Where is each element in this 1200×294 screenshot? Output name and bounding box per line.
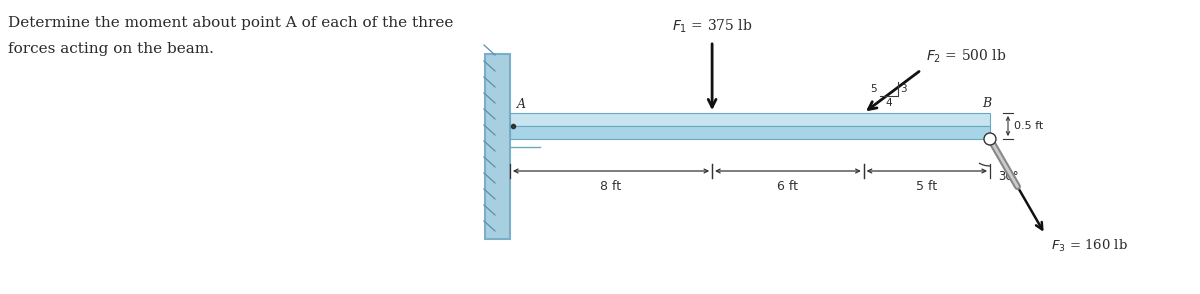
Text: 30°: 30° (998, 170, 1019, 183)
Circle shape (984, 133, 996, 145)
Bar (510, 113, 990, 126)
Text: $F_3$ = 160 lb: $F_3$ = 160 lb (1051, 238, 1128, 254)
Text: 4: 4 (886, 98, 892, 108)
Text: 6 ft: 6 ft (778, 180, 798, 193)
Bar (485, 54, 510, 239)
Bar (510, 126, 990, 139)
Text: 8 ft: 8 ft (600, 180, 622, 193)
Text: forces acting on the beam.: forces acting on the beam. (8, 42, 214, 56)
Text: 5: 5 (870, 83, 877, 93)
Text: $F_1$ = 375 lb: $F_1$ = 375 lb (672, 18, 752, 35)
Text: 3: 3 (900, 83, 906, 93)
Text: Determine the moment about point A of each of the three: Determine the moment about point A of ea… (8, 16, 454, 30)
Text: A: A (517, 98, 526, 111)
Text: $F_2$ = 500 lb: $F_2$ = 500 lb (926, 47, 1007, 65)
Text: B: B (982, 97, 991, 110)
Text: 0.5 ft: 0.5 ft (1014, 121, 1043, 131)
Text: 5 ft: 5 ft (917, 180, 937, 193)
